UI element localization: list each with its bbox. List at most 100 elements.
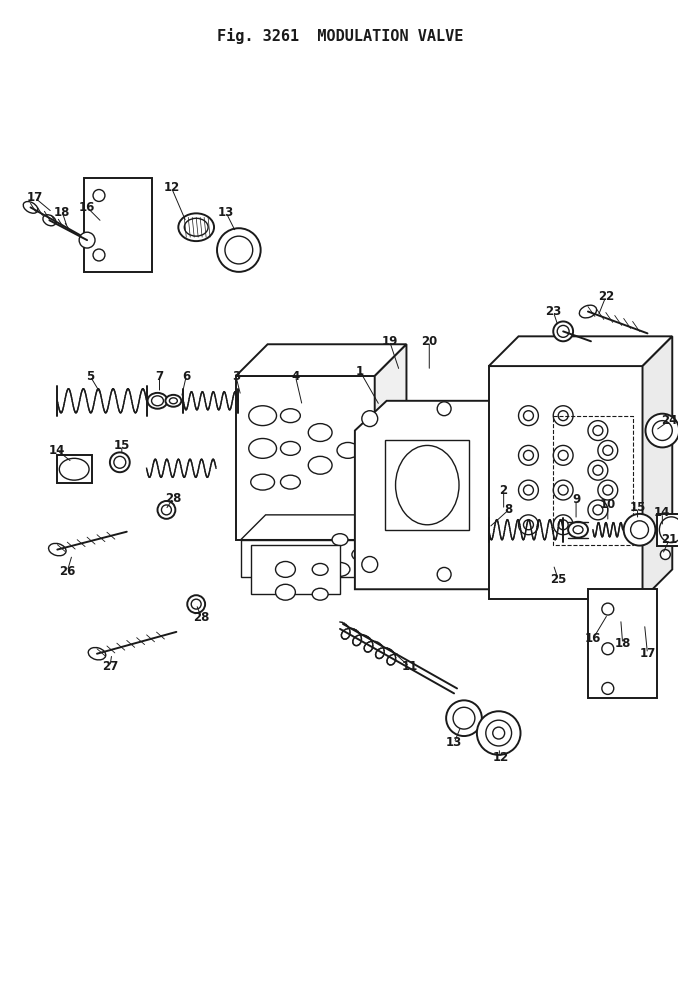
Text: 12: 12 [492, 751, 509, 764]
Circle shape [593, 505, 603, 515]
Ellipse shape [298, 556, 322, 574]
Ellipse shape [152, 395, 163, 405]
Circle shape [437, 568, 451, 582]
Circle shape [553, 515, 573, 535]
Ellipse shape [312, 564, 328, 576]
Ellipse shape [23, 201, 38, 213]
Text: 28: 28 [193, 611, 209, 623]
Ellipse shape [89, 647, 106, 660]
Circle shape [511, 410, 526, 426]
Bar [385, 440, 469, 530]
Bar [57, 455, 92, 483]
Circle shape [598, 480, 618, 500]
Ellipse shape [266, 555, 294, 575]
Circle shape [446, 700, 482, 736]
Ellipse shape [308, 456, 332, 474]
Text: Fig. 3261  MODULATION VALVE: Fig. 3261 MODULATION VALVE [217, 28, 463, 44]
Text: 15: 15 [629, 501, 646, 514]
Text: 27: 27 [101, 660, 118, 673]
Ellipse shape [185, 218, 208, 236]
Bar [84, 177, 152, 272]
Polygon shape [238, 388, 257, 412]
Ellipse shape [281, 408, 300, 422]
Text: 4: 4 [291, 370, 300, 382]
Circle shape [602, 604, 614, 616]
Circle shape [588, 500, 608, 520]
Polygon shape [375, 345, 407, 540]
Text: 18: 18 [614, 637, 631, 650]
Circle shape [518, 405, 539, 425]
Circle shape [477, 711, 520, 755]
Text: 15: 15 [114, 439, 130, 452]
Circle shape [79, 232, 95, 248]
Circle shape [524, 450, 533, 460]
Circle shape [558, 485, 568, 495]
Circle shape [187, 596, 205, 614]
Circle shape [511, 557, 526, 573]
Ellipse shape [276, 585, 296, 601]
Circle shape [453, 707, 475, 729]
Circle shape [437, 401, 451, 415]
Bar [251, 545, 340, 595]
Circle shape [93, 189, 105, 201]
Circle shape [114, 456, 126, 468]
Ellipse shape [281, 475, 300, 489]
Circle shape [646, 413, 679, 447]
Ellipse shape [251, 474, 274, 490]
Circle shape [362, 410, 378, 426]
Circle shape [161, 505, 172, 515]
Ellipse shape [332, 534, 348, 546]
Ellipse shape [165, 394, 181, 406]
Ellipse shape [330, 563, 350, 577]
Ellipse shape [249, 438, 276, 458]
Text: 13: 13 [218, 206, 234, 219]
Circle shape [598, 440, 618, 460]
Ellipse shape [308, 423, 332, 441]
Text: 28: 28 [165, 491, 182, 505]
Circle shape [557, 326, 569, 338]
Ellipse shape [276, 562, 296, 578]
Text: 26: 26 [59, 565, 76, 578]
Text: 7: 7 [155, 370, 163, 382]
Text: 23: 23 [545, 305, 561, 318]
Ellipse shape [148, 392, 168, 408]
Ellipse shape [580, 305, 597, 318]
Circle shape [217, 228, 261, 272]
Polygon shape [642, 337, 672, 600]
Ellipse shape [43, 215, 56, 226]
Text: 20: 20 [421, 335, 437, 348]
Ellipse shape [59, 458, 89, 480]
Text: 18: 18 [54, 206, 70, 219]
Circle shape [93, 249, 105, 261]
Circle shape [602, 642, 614, 654]
Circle shape [518, 445, 539, 465]
Circle shape [593, 465, 603, 475]
Circle shape [553, 405, 573, 425]
Ellipse shape [170, 397, 177, 403]
Circle shape [558, 410, 568, 420]
Circle shape [593, 425, 603, 435]
Text: 21: 21 [661, 533, 678, 546]
Ellipse shape [337, 442, 359, 458]
Text: 13: 13 [446, 736, 462, 749]
Bar [657, 514, 681, 546]
Ellipse shape [249, 405, 276, 425]
Text: 3: 3 [232, 370, 240, 382]
Ellipse shape [352, 549, 368, 561]
Circle shape [225, 236, 253, 264]
Circle shape [553, 322, 573, 342]
Ellipse shape [178, 213, 214, 241]
Circle shape [524, 410, 533, 420]
Polygon shape [355, 400, 539, 590]
Ellipse shape [48, 544, 66, 556]
Polygon shape [236, 345, 407, 376]
Circle shape [631, 521, 648, 539]
Circle shape [110, 452, 130, 472]
Text: 17: 17 [27, 191, 43, 204]
Circle shape [602, 682, 614, 694]
Bar [236, 376, 375, 540]
Circle shape [624, 514, 655, 546]
Text: 24: 24 [661, 414, 678, 427]
Circle shape [553, 445, 573, 465]
Circle shape [486, 720, 511, 746]
